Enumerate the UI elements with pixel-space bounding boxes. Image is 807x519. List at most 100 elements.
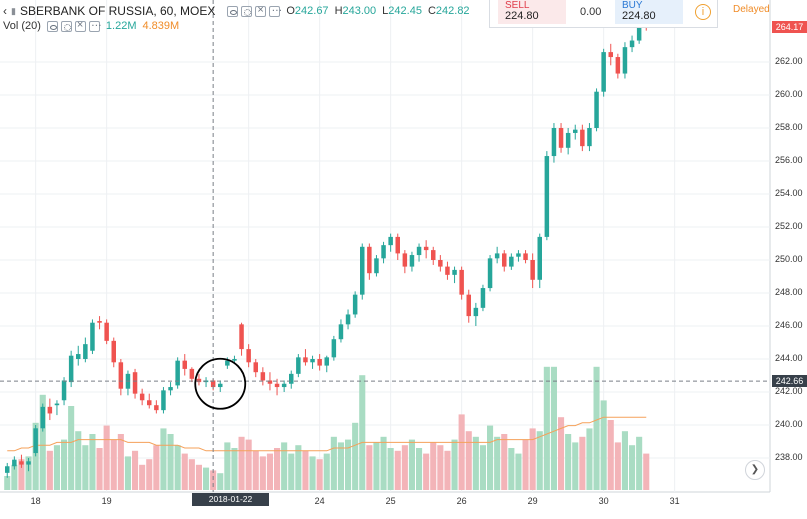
buy-button[interactable]: BUY 224.80 [615, 0, 683, 24]
candle[interactable] [374, 255, 379, 277]
candle[interactable] [218, 380, 223, 392]
candle[interactable] [466, 289, 472, 323]
candle[interactable] [90, 319, 95, 355]
candle[interactable] [161, 387, 166, 414]
candle[interactable] [587, 123, 592, 152]
candle[interactable] [54, 400, 60, 416]
eye-icon[interactable] [227, 5, 239, 17]
candle[interactable] [629, 35, 635, 53]
candle[interactable] [26, 458, 31, 472]
candle[interactable] [189, 367, 195, 383]
candle[interactable] [494, 246, 500, 264]
candle[interactable] [487, 255, 493, 292]
candle[interactable] [253, 359, 259, 378]
candle[interactable] [594, 88, 599, 132]
candle[interactable] [196, 373, 202, 386]
candle[interactable] [360, 243, 365, 300]
candle[interactable] [331, 335, 337, 361]
symbol-legend[interactable]: ‹ ▮ SBERBANK OF RUSSIA, 60, MOEX O242.67… [0, 2, 470, 20]
candle[interactable] [274, 378, 280, 396]
candle[interactable] [480, 284, 486, 312]
candle[interactable] [147, 393, 152, 409]
candle[interactable] [395, 233, 401, 260]
candle[interactable] [104, 319, 109, 345]
scroll-right-icon[interactable]: ❯ [745, 460, 765, 480]
annotation-circle[interactable] [194, 357, 247, 410]
candle[interactable] [516, 250, 521, 262]
candle[interactable] [281, 380, 287, 392]
candle[interactable] [551, 123, 557, 163]
candle[interactable] [352, 291, 358, 318]
candle[interactable] [260, 367, 266, 386]
candle[interactable] [246, 344, 251, 368]
candle[interactable] [381, 241, 386, 264]
candle[interactable] [509, 253, 514, 270]
chevron-left-icon[interactable]: ‹ [3, 4, 7, 18]
candle[interactable] [473, 302, 479, 326]
candle[interactable] [83, 337, 88, 363]
candle[interactable] [132, 368, 138, 399]
candle[interactable] [19, 454, 24, 468]
candle[interactable] [40, 403, 46, 432]
candle[interactable] [168, 382, 173, 396]
close-icon[interactable] [255, 4, 267, 17]
candle[interactable] [409, 251, 415, 272]
candle[interactable] [565, 128, 571, 155]
candle[interactable] [111, 337, 117, 368]
candle[interactable] [558, 123, 564, 153]
eye-icon[interactable] [46, 20, 58, 32]
candle[interactable] [303, 349, 308, 366]
candle[interactable] [452, 266, 457, 284]
volume-legend[interactable]: Vol (20) 1.22M 4.839M [0, 17, 179, 35]
candle[interactable] [367, 243, 372, 280]
candle[interactable] [459, 266, 464, 300]
candle[interactable] [345, 309, 351, 330]
candle[interactable] [47, 398, 53, 421]
candle[interactable] [203, 377, 209, 388]
settings-icon[interactable] [60, 20, 72, 32]
candle[interactable] [523, 250, 528, 264]
candle[interactable] [580, 124, 585, 152]
candle[interactable] [416, 243, 422, 262]
candle[interactable] [431, 246, 436, 265]
candle[interactable] [154, 400, 159, 414]
candle[interactable] [118, 359, 124, 396]
candle[interactable] [97, 316, 102, 330]
candle[interactable] [388, 233, 393, 252]
candle[interactable] [239, 322, 244, 356]
candle[interactable] [423, 240, 429, 259]
candle[interactable] [33, 425, 38, 457]
candle[interactable] [175, 357, 180, 389]
price-chart[interactable] [0, 0, 807, 507]
candle[interactable] [324, 355, 330, 373]
candle[interactable] [317, 354, 322, 371]
candle[interactable] [530, 253, 535, 289]
more-icon[interactable] [269, 2, 282, 17]
candle[interactable] [289, 370, 294, 389]
candle[interactable] [537, 233, 543, 289]
candle[interactable] [76, 345, 81, 366]
close-icon[interactable] [74, 19, 86, 32]
candle[interactable] [338, 319, 344, 343]
candle[interactable] [139, 388, 145, 406]
candle[interactable] [61, 377, 67, 406]
candle[interactable] [5, 462, 10, 478]
candle[interactable] [438, 255, 443, 272]
candle[interactable] [502, 250, 507, 272]
info-icon[interactable]: i [695, 4, 711, 20]
settings-icon[interactable] [241, 5, 253, 17]
candle[interactable] [296, 354, 301, 378]
candle[interactable] [608, 43, 614, 66]
candle[interactable] [12, 456, 17, 470]
candle[interactable] [622, 42, 628, 79]
candle[interactable] [544, 151, 550, 241]
candle[interactable] [445, 261, 450, 280]
candle[interactable] [310, 355, 315, 369]
candle[interactable] [615, 53, 621, 79]
annotation-layer[interactable] [194, 357, 247, 410]
more-icon[interactable] [88, 17, 102, 32]
candle[interactable] [601, 48, 606, 97]
candle[interactable] [573, 124, 578, 140]
sell-button[interactable]: SELL 224.80 [498, 0, 566, 24]
chart-area[interactable] [0, 0, 807, 507]
